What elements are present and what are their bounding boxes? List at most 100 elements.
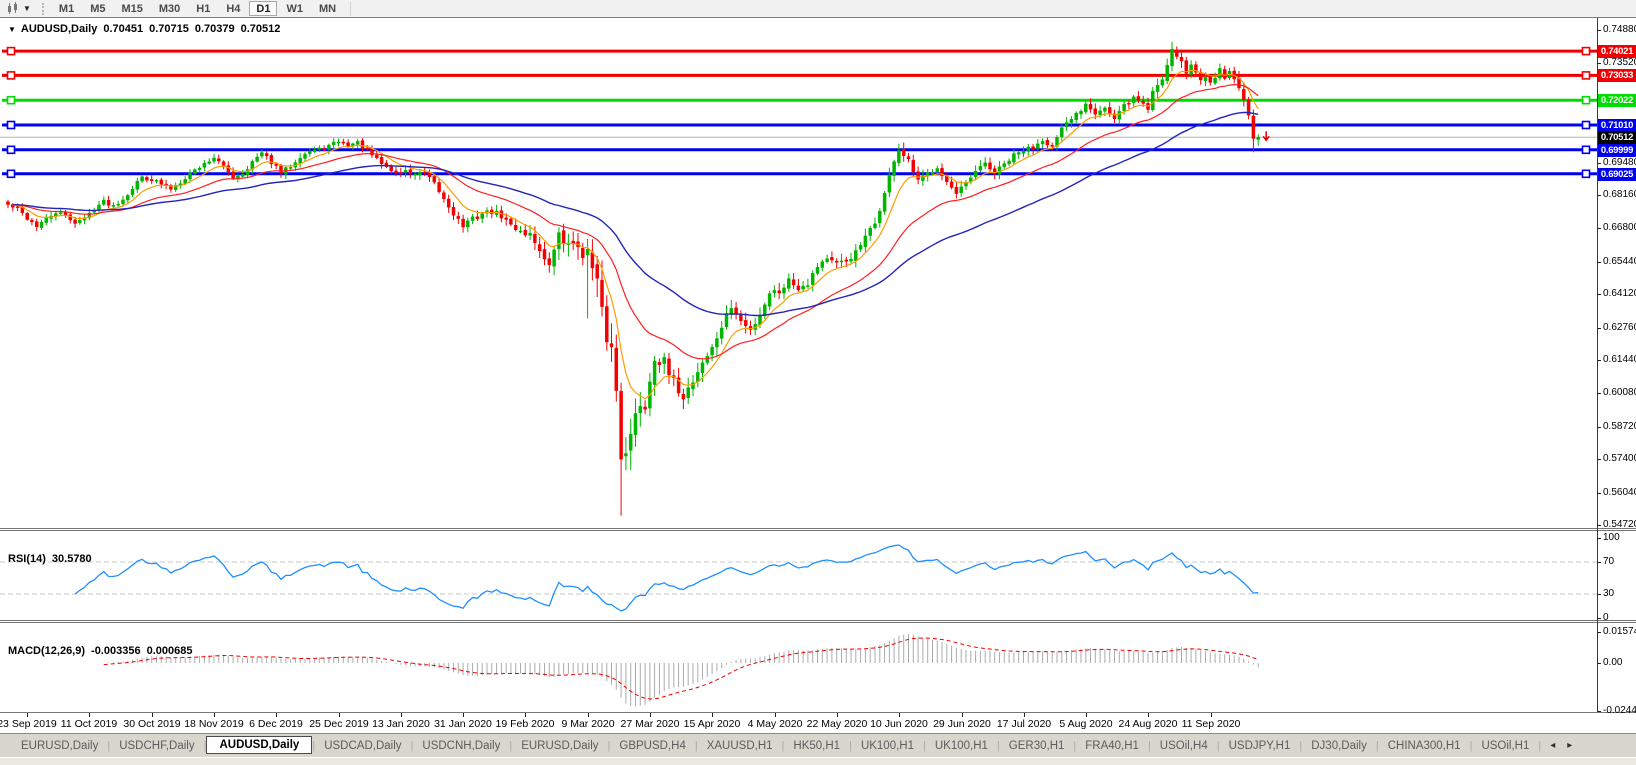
rsi-line [74, 544, 1259, 612]
date-label: 17 Jul 2020 [996, 718, 1052, 730]
line-handle[interactable] [6, 71, 16, 80]
chart-tab-usdchf-daily[interactable]: USDCHF,Daily [119, 739, 195, 752]
pane-splitter-macd[interactable] [0, 620, 1636, 623]
timeframe-button-m5[interactable]: M5 [90, 3, 106, 15]
chart-tab-ger30-h1[interactable]: GER30,H1 [1008, 739, 1065, 752]
price-level-line[interactable] [2, 71, 1597, 80]
chart-tab-gbpusd-h4[interactable]: GBPUSD,H4 [619, 739, 686, 752]
timeframe-button-m15[interactable]: M15 [121, 3, 143, 15]
chart-tab-audusd-daily[interactable]: AUDUSD,Daily [206, 735, 313, 754]
axis-tick [1597, 711, 1601, 712]
chart-tab-usdjpy-h1[interactable]: USDJPY,H1 [1228, 739, 1291, 752]
chart-tab-usdcad-daily[interactable]: USDCAD,Daily [324, 739, 402, 752]
tab-separator: | [849, 739, 852, 752]
chart-tab-bar: EURUSD,Daily | USDCHF,Daily | AUDUSD,Daily | U… [0, 733, 1636, 765]
tab-separator: | [996, 739, 1000, 752]
timeframe-button-m1[interactable]: M1 [58, 3, 75, 15]
tab-scroll-left-icon[interactable]: ◂ [1550, 740, 1556, 751]
chart-tab-dj30-daily[interactable]: DJ30,Daily [1311, 739, 1367, 752]
timeframe-button-w1[interactable]: W1 [286, 3, 303, 15]
ma-line-ema-slow [12, 111, 1259, 317]
chart-tab-usoil-h1[interactable]: USOil,H1 [1481, 739, 1530, 752]
chart-tab-xauusd-h1[interactable]: XAUUSD,H1 [706, 739, 773, 752]
price-level-line[interactable] [2, 145, 1597, 155]
axis-tick [1597, 294, 1601, 295]
date-tick [899, 713, 900, 717]
line-handle[interactable] [6, 145, 16, 155]
chart-tab-eurusd-daily[interactable]: EURUSD,Daily [21, 739, 99, 752]
line-handle[interactable] [6, 120, 16, 130]
date-tick [276, 713, 277, 717]
date-label: 11 Sep 2020 [1181, 718, 1241, 730]
price-tick-label: 0.69480 [1603, 157, 1636, 168]
ma-line-ema-mid [12, 83, 1259, 360]
rsi-scale-label: 0 [1603, 612, 1609, 623]
axis-tick [1597, 262, 1601, 263]
tab-scroll-right-icon[interactable]: ▸ [1567, 740, 1573, 751]
price-level-badge: 0.73033 [1598, 68, 1636, 82]
price-tick-label: 0.66800 [1603, 222, 1636, 233]
price-tick-label: 0.58720 [1603, 421, 1636, 432]
chart-tab-uk100-h1[interactable]: UK100,H1 [860, 739, 914, 752]
rsi-pane[interactable] [0, 531, 1597, 620]
price-level-line[interactable] [2, 95, 1597, 105]
tab-separator: | [203, 739, 207, 752]
chart-tab-uk100-h1[interactable]: UK100,H1 [934, 739, 988, 752]
price-level-line[interactable] [2, 46, 1597, 56]
timeframe-button-h4[interactable]: H4 [226, 3, 241, 15]
axis-tick [1597, 195, 1601, 196]
timeframe-button-h1[interactable]: H1 [196, 3, 211, 15]
main-price-pane[interactable] [0, 18, 1597, 528]
price-tick-label: 0.56040 [1603, 487, 1636, 498]
rsi-scale-label: 30 [1603, 588, 1615, 599]
macd-scale-label: 0.015741 [1603, 626, 1636, 637]
price-level-line[interactable] [2, 120, 1597, 130]
chart-tab-china300-h1[interactable]: CHINA300,H1 [1387, 739, 1461, 752]
candle-bodies-up [39, 48, 1260, 457]
chart-window: ▼ AUDUSD,Daily 0.70451 0.70715 0.70379 0.7051… [0, 17, 1636, 734]
line-handle[interactable] [1581, 145, 1591, 155]
macd-pane[interactable] [0, 623, 1597, 712]
date-label: 23 Sep 2019 [0, 718, 57, 730]
line-handle[interactable] [6, 46, 16, 56]
macd-histogram [103, 634, 1259, 707]
price-tick-label: 0.68160 [1603, 189, 1636, 200]
line-handle[interactable] [6, 169, 16, 179]
line-handle[interactable] [1581, 95, 1591, 105]
top-toolbar: ▼ M1 M5 M15 M30 H1 H4 D1 W1 MN [0, 0, 1636, 18]
pane-splitter-rsi[interactable] [0, 528, 1636, 531]
chart-tab-usdcnh-daily[interactable]: USDCNH,Daily [422, 739, 501, 752]
timeframe-button-mn[interactable]: MN [318, 3, 337, 15]
price-tick-label: 0.65440 [1603, 256, 1636, 267]
tab-separator: | [923, 739, 926, 752]
chart-tab-eurusd-daily[interactable]: EURUSD,Daily [521, 739, 599, 752]
axis-tick [1597, 360, 1601, 361]
price-level-line[interactable] [2, 169, 1597, 179]
date-tick [339, 713, 340, 717]
date-label: 5 Aug 2020 [1059, 718, 1113, 730]
line-handle[interactable] [1581, 169, 1591, 179]
timeframe-button-m30[interactable]: M30 [158, 3, 181, 15]
date-label: 30 Oct 2019 [123, 718, 181, 730]
chart-tab-fra40-h1[interactable]: FRA40,H1 [1085, 739, 1139, 752]
tab-separator: | [1299, 739, 1303, 752]
date-label: 22 May 2020 [806, 718, 868, 730]
date-tick [152, 713, 153, 717]
line-handle[interactable] [1581, 71, 1591, 80]
chart-tab-hk50-h1[interactable]: HK50,H1 [793, 739, 841, 752]
toolbar-separator [350, 1, 352, 16]
date-label: 24 Aug 2020 [1118, 718, 1178, 730]
timeframe-button-d1[interactable]: D1 [249, 1, 278, 16]
line-handle[interactable] [1581, 120, 1591, 130]
tab-separator: | [1375, 739, 1379, 752]
chart-tab-usoil-h4[interactable]: USOil,H4 [1159, 739, 1208, 752]
date-label: 6 Dec 2019 [249, 718, 303, 730]
axis-tick [1597, 493, 1601, 494]
line-handle[interactable] [1581, 46, 1591, 56]
axis-tick [1597, 618, 1601, 619]
chart-type-button[interactable]: ▼ [3, 1, 34, 17]
date-tick [775, 713, 776, 717]
toolbar-grip[interactable] [41, 2, 45, 15]
date-tick [650, 713, 651, 717]
line-handle[interactable] [6, 95, 16, 105]
